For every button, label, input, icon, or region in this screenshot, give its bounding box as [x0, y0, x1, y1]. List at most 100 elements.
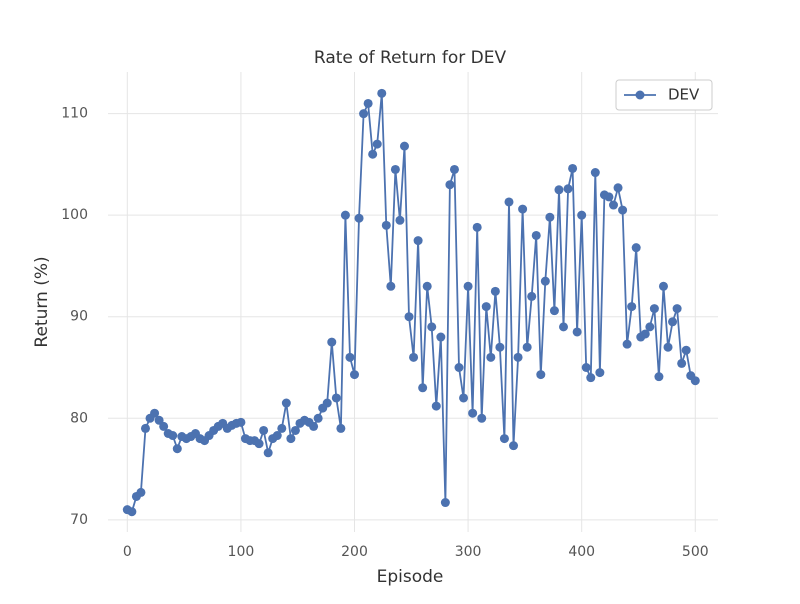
y-tick-label: 90 — [70, 309, 88, 325]
data-point — [545, 212, 555, 222]
y-tick-label: 100 — [61, 207, 88, 223]
data-point — [390, 164, 400, 174]
data-point — [449, 164, 459, 174]
y-tick-label: 110 — [61, 106, 88, 122]
data-point — [468, 408, 478, 418]
data-point — [359, 109, 369, 119]
data-point — [486, 352, 496, 362]
data-point — [536, 370, 546, 380]
data-point — [540, 276, 550, 286]
data-point — [431, 401, 441, 411]
data-point — [368, 149, 378, 159]
data-point — [418, 383, 428, 393]
data-point — [563, 184, 573, 194]
data-point — [136, 487, 146, 497]
data-point — [445, 180, 455, 190]
x-tick-label: 300 — [455, 544, 482, 560]
data-point — [140, 423, 150, 433]
data-point — [413, 236, 423, 246]
data-point — [381, 220, 391, 230]
data-point — [559, 322, 569, 332]
x-tick-label: 400 — [568, 544, 595, 560]
data-point — [509, 441, 519, 451]
data-point — [531, 230, 541, 240]
legend-label: DEV — [668, 86, 700, 104]
x-tick-label: 0 — [123, 544, 132, 560]
data-point — [454, 362, 464, 372]
data-point — [386, 281, 396, 291]
data-point — [127, 507, 137, 517]
data-point — [259, 425, 269, 435]
x-axis-label: Episode — [377, 567, 444, 587]
legend-marker — [635, 90, 645, 100]
legend-box — [615, 79, 713, 111]
data-point — [481, 302, 491, 312]
data-point — [372, 139, 382, 149]
data-point — [236, 417, 246, 427]
data-point — [309, 421, 319, 431]
data-point — [490, 286, 500, 296]
data-point — [290, 425, 300, 435]
x-tick-label: 500 — [682, 544, 709, 560]
data-point — [613, 183, 623, 193]
data-point — [263, 448, 273, 458]
data-point — [627, 302, 637, 312]
data-point — [440, 498, 450, 508]
data-point — [572, 327, 582, 337]
data-point — [672, 304, 682, 314]
data-point — [363, 98, 373, 108]
data-point — [422, 281, 432, 291]
data-point — [254, 439, 264, 449]
data-point — [331, 393, 341, 403]
data-point — [586, 373, 596, 383]
data-point — [409, 352, 419, 362]
data-point — [568, 163, 578, 173]
data-point — [577, 210, 587, 220]
data-point — [463, 281, 473, 291]
data-point — [640, 329, 650, 339]
data-point — [472, 222, 482, 232]
data-point — [690, 376, 700, 386]
data-point — [608, 200, 618, 210]
data-point — [554, 185, 564, 195]
data-point — [522, 342, 532, 352]
data-point — [277, 423, 287, 433]
data-point — [404, 312, 414, 322]
data-point — [581, 362, 591, 372]
data-point — [663, 342, 673, 352]
data-point — [590, 168, 600, 178]
data-point — [459, 393, 469, 403]
data-point — [272, 431, 282, 441]
data-point — [159, 421, 169, 431]
data-point — [354, 213, 364, 223]
data-point — [658, 281, 668, 291]
data-point — [649, 304, 659, 314]
data-point — [654, 372, 664, 382]
data-point — [427, 322, 437, 332]
data-point — [499, 434, 509, 444]
data-point — [645, 322, 655, 332]
data-point — [172, 444, 182, 454]
data-point — [399, 141, 409, 151]
chart-title: Rate of Return for DEV — [314, 48, 507, 68]
data-point — [313, 413, 323, 423]
data-point — [281, 398, 291, 408]
data-point — [322, 398, 332, 408]
data-point — [377, 88, 387, 98]
x-tick-label: 100 — [228, 544, 255, 560]
data-point — [604, 192, 614, 202]
data-point — [518, 204, 528, 214]
x-tick-label: 200 — [341, 544, 368, 560]
y-tick-label: 80 — [70, 410, 88, 426]
data-point — [549, 306, 559, 316]
data-point — [477, 413, 487, 423]
data-point — [336, 423, 346, 433]
data-point — [595, 368, 605, 378]
data-point — [622, 339, 632, 349]
data-point — [150, 408, 160, 418]
data-point — [168, 431, 178, 441]
data-point — [681, 345, 691, 355]
data-point — [631, 243, 641, 253]
data-point — [618, 205, 628, 215]
